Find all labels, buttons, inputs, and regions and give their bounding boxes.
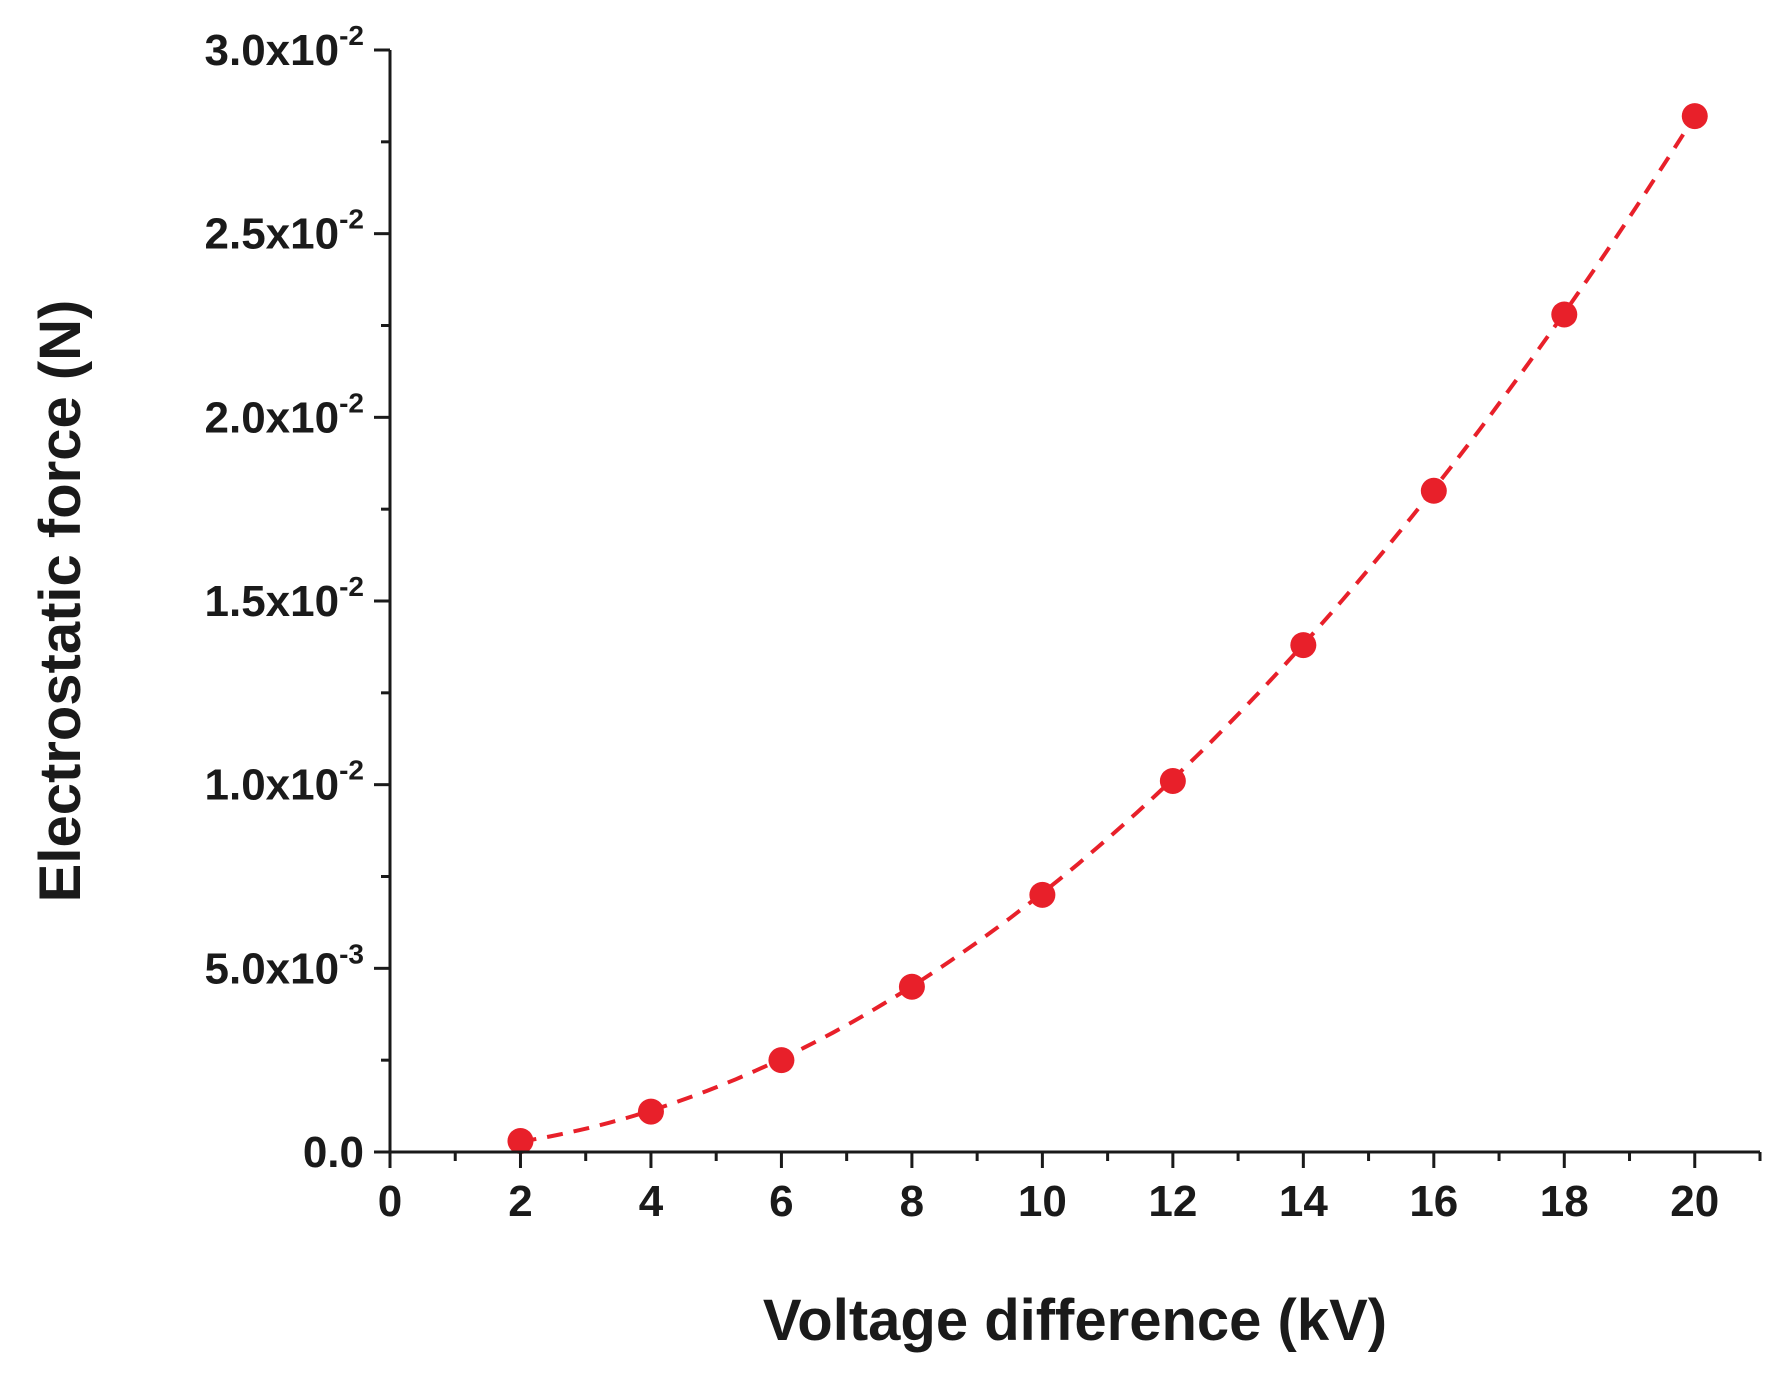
x-tick-label: 14: [1279, 1177, 1328, 1226]
y-axis-title: Electrostatic force (N): [28, 300, 93, 903]
y-tick-label: 5.0x10-3: [205, 938, 364, 993]
data-point: [1551, 301, 1578, 328]
y-tick-label: 2.5x10-2: [205, 204, 364, 259]
data-point: [1681, 103, 1708, 130]
data-point: [1029, 881, 1056, 908]
y-tick-label: 3.0x10-2: [205, 20, 364, 75]
x-tick-label: 4: [639, 1177, 664, 1226]
data-points-layer: [507, 103, 1708, 1154]
data-point: [637, 1098, 664, 1125]
axes-layer: [374, 48, 1762, 1168]
data-point: [768, 1047, 795, 1074]
x-tick-label: 0: [378, 1177, 402, 1226]
x-tick-label: 8: [900, 1177, 924, 1226]
y-tick-exponent: -2: [339, 20, 364, 51]
x-tick-label: 18: [1540, 1177, 1589, 1226]
fit-curve-layer: [520, 115, 1697, 1144]
data-point: [1290, 632, 1317, 659]
x-tick-label: 16: [1409, 1177, 1458, 1226]
fit-curve: [520, 115, 1697, 1144]
y-tick-exponent: -2: [339, 387, 364, 418]
data-point: [898, 973, 925, 1000]
y-tick-exponent: -3: [339, 938, 364, 969]
data-point: [1159, 767, 1186, 794]
x-axis-title: Voltage difference (kV): [763, 1288, 1387, 1353]
y-tick-exponent: -2: [339, 204, 364, 235]
data-point: [1420, 477, 1447, 504]
y-tick-label: 0.0: [303, 1128, 364, 1177]
x-tick-label: 10: [1018, 1177, 1067, 1226]
x-tick-labels: 0 2 4 6 8 10 12 14 16 18 20: [378, 1177, 1719, 1226]
y-tick-labels: 0.0 5.0x10-3 1.0x10-2 1.5x10-2 2.0x10-2 2.5x1…: [205, 20, 364, 1177]
y-tick-label: 1.0x10-2: [205, 755, 364, 810]
y-tick-exponent: -2: [339, 571, 364, 602]
y-tick-label: 1.5x10-2: [205, 571, 364, 626]
x-tick-label: 12: [1148, 1177, 1197, 1226]
x-tick-label: 6: [769, 1177, 793, 1226]
x-tick-label: 2: [508, 1177, 532, 1226]
y-tick-exponent: -2: [339, 755, 364, 786]
y-tick-label: 2.0x10-2: [205, 387, 364, 442]
data-point: [507, 1127, 534, 1154]
x-tick-label: 20: [1670, 1177, 1719, 1226]
